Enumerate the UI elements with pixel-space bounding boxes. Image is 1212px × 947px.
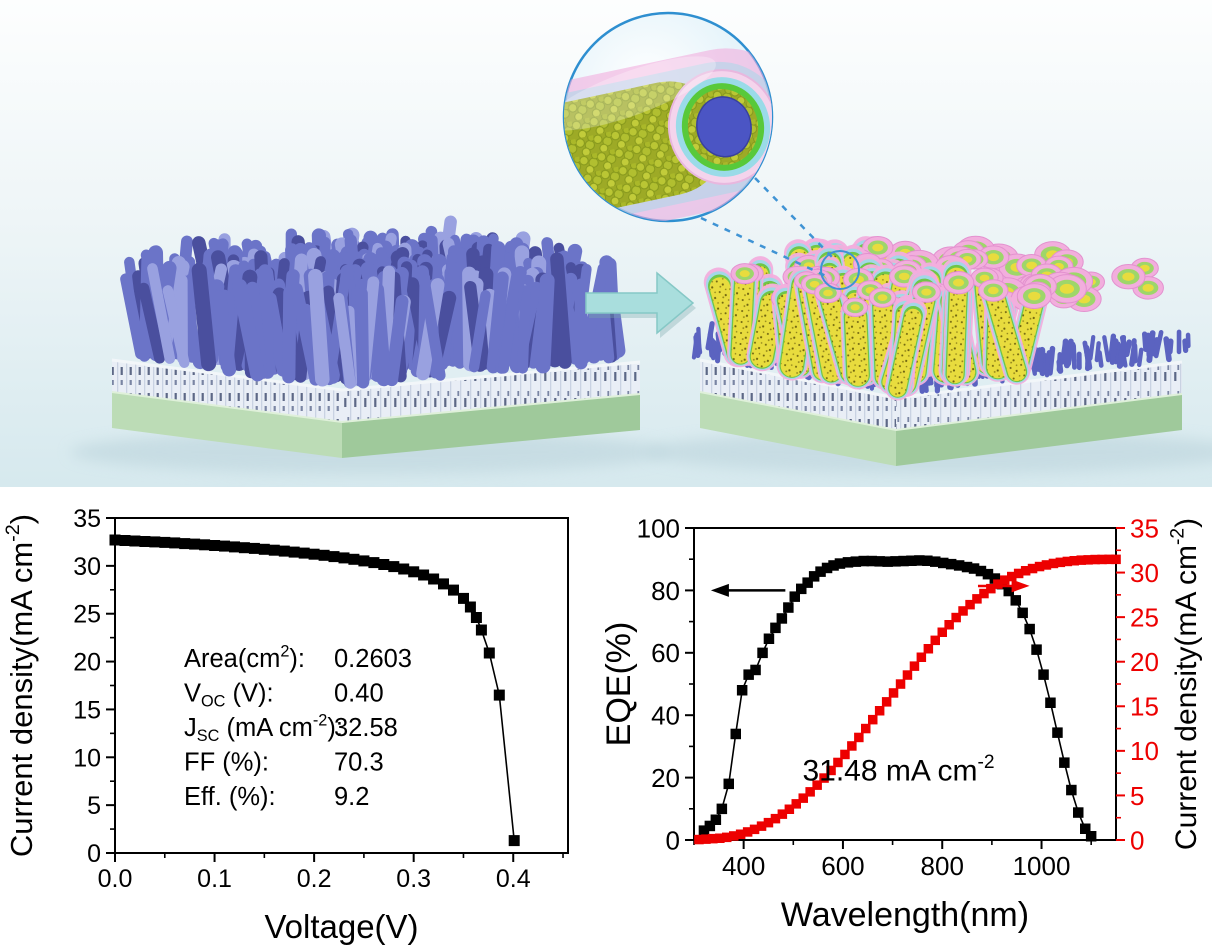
y2-axis-title: Current density(mA cm-2) [1167,518,1203,850]
device-parameters: Area(cm2): 0.2603 VOC (V): 0.40 JSC (mA cm-2… [184,642,412,811]
y-tick-label: 35 [73,505,101,533]
y-axis-title: Current density(mA cm-2) [2,514,39,857]
param-value: 0.40 [334,680,384,708]
param-value: 9.2 [334,783,369,811]
schematic-illustration [0,0,1212,487]
y-tick-label: 20 [73,649,101,677]
y2-tick-label: 10 [1130,736,1159,766]
axis-indicator-arrows [710,579,1030,597]
y2-tick-label: 20 [1130,647,1159,677]
x-tick-label: 0.2 [297,865,332,893]
param-label: Eff. (%): [184,783,276,811]
y-tick-label: 15 [73,696,101,724]
x-tick-label: 0.0 [98,865,133,893]
param-value: 70.3 [334,749,384,777]
y2-tick-label: 0 [1130,825,1144,855]
param-label: FF (%): [184,749,269,777]
x-tick-label: 1000 [1013,851,1071,881]
param-label: VOC (V): [184,680,274,711]
y2-tick-label: 30 [1130,558,1159,588]
y-tick-label: 5 [87,792,101,820]
jv-curve-chart: 0.0 0.1 0.2 0.3 0.405101520253035Voltage(V)C… [2,505,569,945]
eqe-chart: 400 600 800 100002040608010005101520253035W… [600,513,1203,934]
y-tick-label: 100 [637,513,680,543]
y-tick-label: 60 [651,638,680,668]
param-label: Area(cm2): [184,642,305,673]
y2-tick-label: 15 [1130,692,1159,722]
x-tick-label: 600 [821,851,864,881]
x-tick-label: 400 [722,851,765,881]
param-label: JSC (mA cm-2): [184,711,343,745]
x-axis-title: Voltage(V) [264,908,418,945]
x-axis-title: Wavelength(nm) [781,896,1029,934]
param-value: 0.2603 [334,645,412,673]
magnified-spot-circle [820,250,860,290]
y-tick-label: 80 [651,576,680,606]
x-tick-label: 0.4 [496,865,531,893]
integrated-jsc-annotation: 31.48 mA cm-2 [802,752,994,788]
core-shell-inset [562,11,774,223]
magnifier-link-lines [700,177,834,278]
svg-text:31.48 mA cm-2: 31.48 mA cm-2 [802,752,994,788]
y-tick-label: 0 [87,840,101,868]
y-tick-label: 10 [73,744,101,772]
y2-tick-label: 35 [1130,513,1159,543]
y-tick-label: 40 [651,701,680,731]
y-tick-label: 25 [73,601,101,629]
y-tick-label: 30 [73,553,101,581]
y2-tick-label: 5 [1130,781,1144,811]
series-integrated-current-density [694,554,1121,845]
y-axis-title: EQE(%) [600,622,638,747]
x-tick-label: 0.3 [396,865,431,893]
axis-titles: Wavelength(nm) EQE(%) Current density(mA c… [600,518,1203,934]
x-tick-label: 800 [921,851,964,881]
series-eqe [698,555,1097,842]
axis-titles: Voltage(V) Current density(mA cm-2) [2,514,419,945]
x-tick-label: 0.1 [197,865,232,893]
y2-tick-label: 25 [1130,603,1159,633]
nanowire-array-before [111,215,641,458]
y-tick-label: 0 [666,825,680,855]
series-j-v-curve [109,534,520,847]
param-value: 32.58 [334,714,398,742]
nanowire-array-after [691,235,1191,466]
transform-arrow-icon [585,271,696,338]
y-tick-label: 20 [651,763,680,793]
